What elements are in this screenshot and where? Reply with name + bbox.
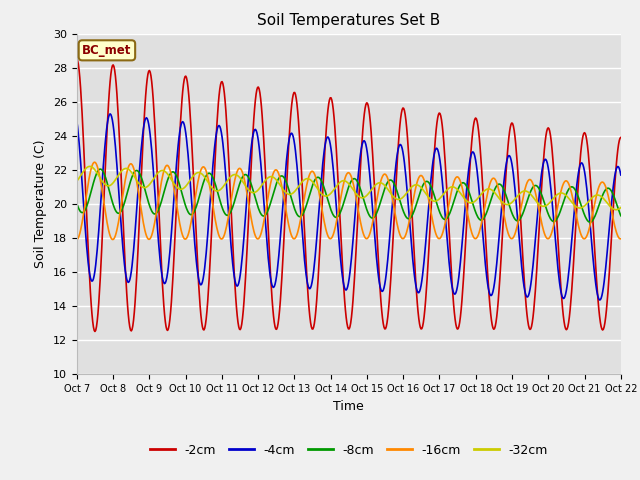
-16cm: [617, 236, 625, 242]
-16cm: [195, 176, 202, 181]
-32cm: [83, 165, 90, 170]
-8cm: [586, 219, 594, 225]
-8cm: [195, 196, 202, 202]
Line: -16cm: -16cm: [77, 162, 621, 240]
-16cm: [431, 229, 439, 235]
-4cm: [83, 243, 90, 249]
-2cm: [195, 281, 202, 287]
Y-axis label: Soil Temperature (C): Soil Temperature (C): [35, 140, 47, 268]
X-axis label: Time: Time: [333, 400, 364, 413]
-4cm: [596, 297, 604, 303]
-4cm: [223, 194, 231, 200]
-8cm: [83, 204, 90, 209]
-32cm: [140, 184, 147, 190]
-4cm: [617, 172, 625, 178]
Title: Soil Temperatures Set B: Soil Temperatures Set B: [257, 13, 440, 28]
-32cm: [617, 205, 625, 211]
-32cm: [416, 183, 424, 189]
-2cm: [416, 321, 424, 327]
-4cm: [140, 126, 147, 132]
-16cm: [140, 220, 147, 226]
Line: -32cm: -32cm: [77, 167, 621, 210]
-2cm: [140, 130, 147, 136]
-8cm: [97, 166, 104, 172]
Legend: -2cm, -4cm, -8cm, -16cm, -32cm: -2cm, -4cm, -8cm, -16cm, -32cm: [145, 439, 553, 462]
-4cm: [416, 288, 424, 294]
-2cm: [73, 56, 81, 62]
-4cm: [431, 146, 439, 152]
-32cm: [73, 178, 81, 184]
-8cm: [617, 213, 625, 218]
Line: -8cm: -8cm: [77, 169, 621, 222]
-2cm: [431, 135, 439, 141]
-2cm: [83, 211, 90, 217]
-16cm: [90, 159, 98, 165]
-2cm: [91, 329, 99, 335]
-4cm: [73, 118, 81, 123]
-32cm: [86, 164, 93, 169]
-16cm: [83, 191, 90, 196]
-16cm: [223, 219, 231, 225]
-32cm: [223, 178, 231, 184]
-2cm: [223, 132, 231, 137]
-32cm: [195, 169, 202, 175]
-4cm: [195, 276, 202, 282]
Line: -4cm: -4cm: [77, 114, 621, 300]
-16cm: [416, 174, 424, 180]
-8cm: [140, 181, 147, 187]
-8cm: [431, 196, 439, 202]
-8cm: [73, 201, 81, 206]
-32cm: [431, 198, 439, 204]
Text: BC_met: BC_met: [82, 44, 132, 57]
-8cm: [416, 191, 424, 197]
-2cm: [617, 134, 625, 140]
-4cm: [106, 111, 114, 117]
-16cm: [73, 237, 81, 242]
-32cm: [612, 207, 620, 213]
-8cm: [223, 213, 231, 218]
Line: -2cm: -2cm: [77, 59, 621, 332]
